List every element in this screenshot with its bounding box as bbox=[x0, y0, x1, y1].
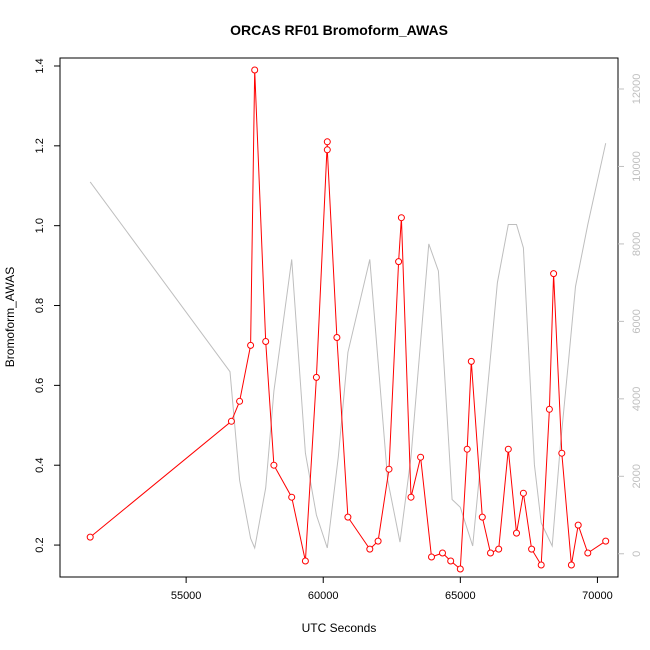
data-point bbox=[456, 565, 464, 573]
y2-tick-label: 2000 bbox=[631, 464, 643, 488]
series-gray bbox=[89, 143, 607, 550]
data-point bbox=[301, 557, 309, 565]
data-point bbox=[288, 493, 296, 501]
y2-tick-label: 0 bbox=[631, 551, 643, 557]
data-point bbox=[447, 557, 455, 565]
series-gray-line bbox=[89, 143, 607, 550]
data-point bbox=[397, 214, 405, 222]
x-tick-label: 65000 bbox=[445, 590, 476, 602]
data-point bbox=[504, 445, 512, 453]
data-point bbox=[463, 445, 471, 453]
data-point bbox=[439, 549, 446, 557]
plot-frame bbox=[59, 57, 619, 578]
y-tick-label: 1.2 bbox=[34, 138, 46, 153]
y2-tick-label: 8000 bbox=[631, 232, 643, 256]
data-point bbox=[519, 489, 527, 497]
data-point bbox=[251, 66, 259, 74]
y-tick-label: 0.2 bbox=[34, 537, 46, 552]
data-point bbox=[407, 493, 415, 501]
data-point bbox=[467, 357, 475, 365]
x-axis: 55000 60000 65000 70000 bbox=[171, 577, 613, 602]
data-point bbox=[227, 417, 235, 425]
data-point bbox=[487, 549, 494, 557]
y-axis-right: 0 2000 4000 6000 8000 10000 12000 bbox=[618, 74, 643, 557]
data-point bbox=[478, 513, 486, 521]
x-tick-label: 55000 bbox=[171, 590, 202, 602]
x-tick-label: 60000 bbox=[308, 590, 339, 602]
data-point bbox=[545, 405, 553, 413]
y-axis-left: 0.2 0.4 0.6 0.8 1.0 1.2 1.4 bbox=[34, 58, 60, 553]
data-point bbox=[236, 397, 244, 405]
data-point bbox=[247, 341, 255, 349]
data-point bbox=[537, 561, 545, 569]
data-point bbox=[428, 553, 435, 561]
y-axis-label: Bromoform_AWAS bbox=[3, 267, 17, 367]
y2-tick-label: 4000 bbox=[631, 387, 643, 411]
data-point bbox=[417, 453, 425, 461]
x-axis-label: UTC Seconds bbox=[302, 621, 377, 635]
y-tick-label: 1.4 bbox=[34, 58, 46, 73]
y-tick-label: 0.4 bbox=[34, 458, 46, 473]
data-point bbox=[513, 529, 520, 537]
y2-tick-label: 6000 bbox=[631, 309, 643, 333]
data-point bbox=[270, 461, 278, 469]
data-point bbox=[558, 449, 566, 457]
y2-tick-label: 10000 bbox=[631, 151, 643, 182]
chart-title: ORCAS RF01 Bromoform_AWAS bbox=[230, 22, 448, 38]
data-point bbox=[550, 270, 558, 278]
data-point bbox=[366, 545, 374, 553]
y2-tick-label: 12000 bbox=[631, 74, 643, 105]
plot-border bbox=[59, 57, 619, 578]
series-red-line bbox=[89, 69, 606, 571]
data-point bbox=[574, 521, 582, 529]
data-point bbox=[344, 513, 352, 521]
data-point bbox=[323, 146, 331, 154]
data-point bbox=[312, 373, 320, 381]
data-point bbox=[86, 533, 94, 541]
data-point bbox=[602, 537, 610, 545]
data-point bbox=[395, 258, 403, 266]
y-tick-label: 1.0 bbox=[34, 218, 46, 233]
x-tick-label: 70000 bbox=[582, 590, 613, 602]
data-point bbox=[262, 338, 270, 345]
data-point bbox=[528, 545, 536, 553]
data-point bbox=[333, 334, 341, 341]
data-point bbox=[567, 561, 575, 569]
y-tick-label: 0.6 bbox=[34, 378, 46, 393]
y-tick-label: 0.8 bbox=[34, 298, 46, 313]
data-point bbox=[385, 465, 393, 473]
series-red bbox=[86, 66, 610, 573]
data-point bbox=[495, 545, 503, 553]
data-point bbox=[323, 138, 331, 146]
data-point bbox=[584, 549, 592, 557]
data-point bbox=[374, 537, 382, 545]
